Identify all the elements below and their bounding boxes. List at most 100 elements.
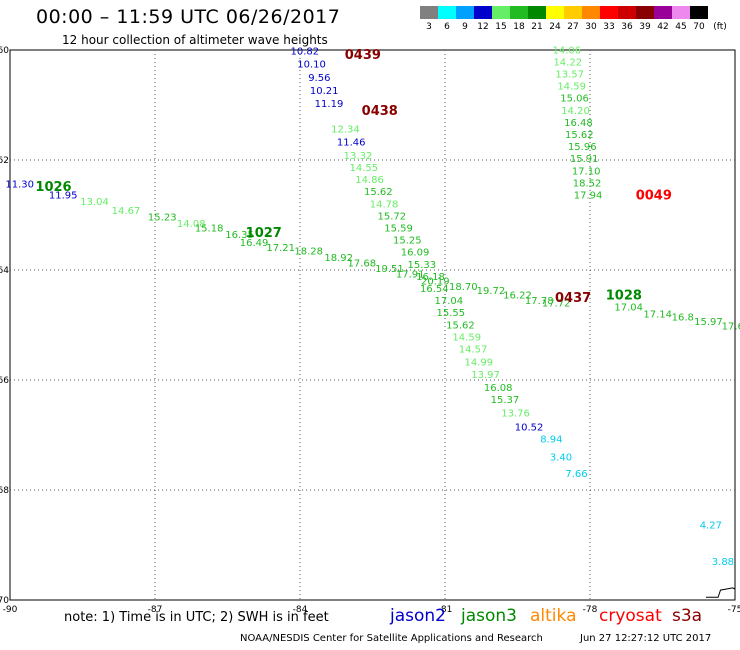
color-swatch-21 [528,6,547,19]
wave-height-label: 18.92 [324,253,353,264]
page-title: 00:00 – 11:59 UTC 06/26/2017 [36,6,341,28]
color-swatch-39 [636,6,655,19]
wave-height-label: 14.78 [370,199,399,210]
pass-time-label: 0438 [362,104,398,119]
wave-height-label: 13.76 [501,408,530,419]
wave-height-label: 15.96 [568,142,597,153]
wave-height-label: 11.30 [5,180,34,191]
color-swatch-27 [564,6,583,19]
wave-height-label: 12.34 [331,125,360,136]
color-scale-label: 70 [693,22,705,32]
wave-height-label: 17.10 [572,166,601,177]
color-scale-label: 9 [462,22,468,32]
wave-height-label: 17.91 [396,270,425,281]
color-scale-label: 24 [549,22,561,32]
footer-note: note: 1) Time is in UTC; 2) SWH is in fe… [64,610,329,625]
wave-height-label: 18.28 [294,247,323,258]
pass-time-label: 0049 [636,189,672,204]
wave-height-label: 7.66 [565,469,587,480]
wave-height-label: 15.37 [491,395,520,406]
color-scale-label: 36 [621,22,633,32]
color-scale-label: 15 [495,22,507,32]
lat-tick-label: -64 [0,266,9,276]
wave-height-label: 15.23 [148,213,177,224]
color-scale-label: 6 [444,22,450,32]
wave-height-label: 8.94 [540,435,562,446]
wave-height-label: 15.25 [393,236,422,247]
color-scale-label: 21 [531,22,543,32]
pass-time-label: 1026 [35,180,71,195]
pass-time-label: 0439 [345,48,381,63]
color-swatch-24 [546,6,565,19]
wave-height-label: 13.32 [344,151,373,162]
wave-height-label: 14.67 [112,206,141,217]
wave-height-label: 16.18 [416,272,445,283]
lat-tick-label: -70 [0,596,9,606]
color-swatch-30 [582,6,601,19]
wave-height-label: 11.46 [337,138,366,149]
color-scale-label: 27 [567,22,579,32]
wave-height-label: 15.62 [364,187,393,198]
wave-height-label: 14.59 [452,332,481,343]
wave-height-label: 16.35 [225,230,254,241]
wave-height-label: 16.49 [240,238,269,249]
color-scale-unit: (ft) [713,22,727,32]
lon-tick-label: -78 [583,605,598,615]
wave-height-label: 19.51 [375,264,404,275]
wave-height-label: 9.56 [308,73,330,84]
wave-height-label: 14.20 [561,106,590,117]
satellite-jason3: jason3 [461,606,517,626]
wave-height-label: 14.59 [557,82,586,93]
wave-height-label: 17.94 [574,191,603,202]
wave-height-label: 4.27 [700,521,722,532]
wave-height-label: 3.40 [550,452,572,463]
wave-height-label: 14.08 [177,219,206,230]
footer-timestamp: Jun 27 12:27:12 UTC 2017 [580,633,712,644]
wave-height-label: 13.04 [80,197,109,208]
wave-height-label: 17.72 [542,298,571,309]
color-scale-label: 33 [603,22,615,32]
wave-height-label: 11.19 [315,99,344,110]
color-swatch-36 [618,6,637,19]
color-swatch-12 [474,6,493,19]
lat-tick-label: -62 [0,156,9,166]
wave-height-label: 15.59 [384,224,413,235]
color-scale-label: 12 [477,22,489,32]
wave-height-label: 10.21 [310,86,339,97]
color-swatch-70 [690,6,709,19]
wave-height-label: 16.08 [484,383,513,394]
wave-height-label: 15.55 [436,308,465,319]
lat-tick-label: -60 [0,46,9,56]
color-scale-label: 45 [675,22,687,32]
wave-height-label: 17.78 [525,296,554,307]
lon-tick-label: -90 [3,605,18,615]
wave-height-label: 16.48 [564,118,593,129]
pass-time-label: 1027 [246,226,282,241]
footer-credit: NOAA/NESDIS Center for Satellite Applica… [240,633,543,644]
lat-tick-label: -68 [0,486,9,496]
wave-height-label: 13.97 [471,370,500,381]
wave-height-label: 10.82 [291,46,320,57]
wave-height-label: 14.86 [355,175,384,186]
wave-height-label: 20.19 [421,276,450,287]
wave-height-label: 14.55 [349,163,378,174]
map-frame [9,49,736,601]
wave-height-label: 17.68 [348,259,377,270]
wave-height-label: 17.04 [435,296,464,307]
color-scale-label: 30 [585,22,597,32]
color-swatch-33 [600,6,619,19]
satellite-altika: altika [530,606,577,626]
wave-height-label: 15.18 [195,224,224,235]
wave-height-label: 17.04 [614,303,643,314]
color-swatch-3 [420,6,439,19]
wave-height-label: 15.33 [407,260,436,271]
wave-height-label: 17.14 [643,309,672,320]
wave-height-label: 14.06 [552,45,581,56]
color-swatch-45 [672,6,691,19]
lon-tick-label: -75 [728,605,740,615]
wave-height-label: 18.52 [573,178,602,189]
wave-height-label: 14.99 [465,358,494,369]
wave-height-label: 15.97 [694,317,723,328]
